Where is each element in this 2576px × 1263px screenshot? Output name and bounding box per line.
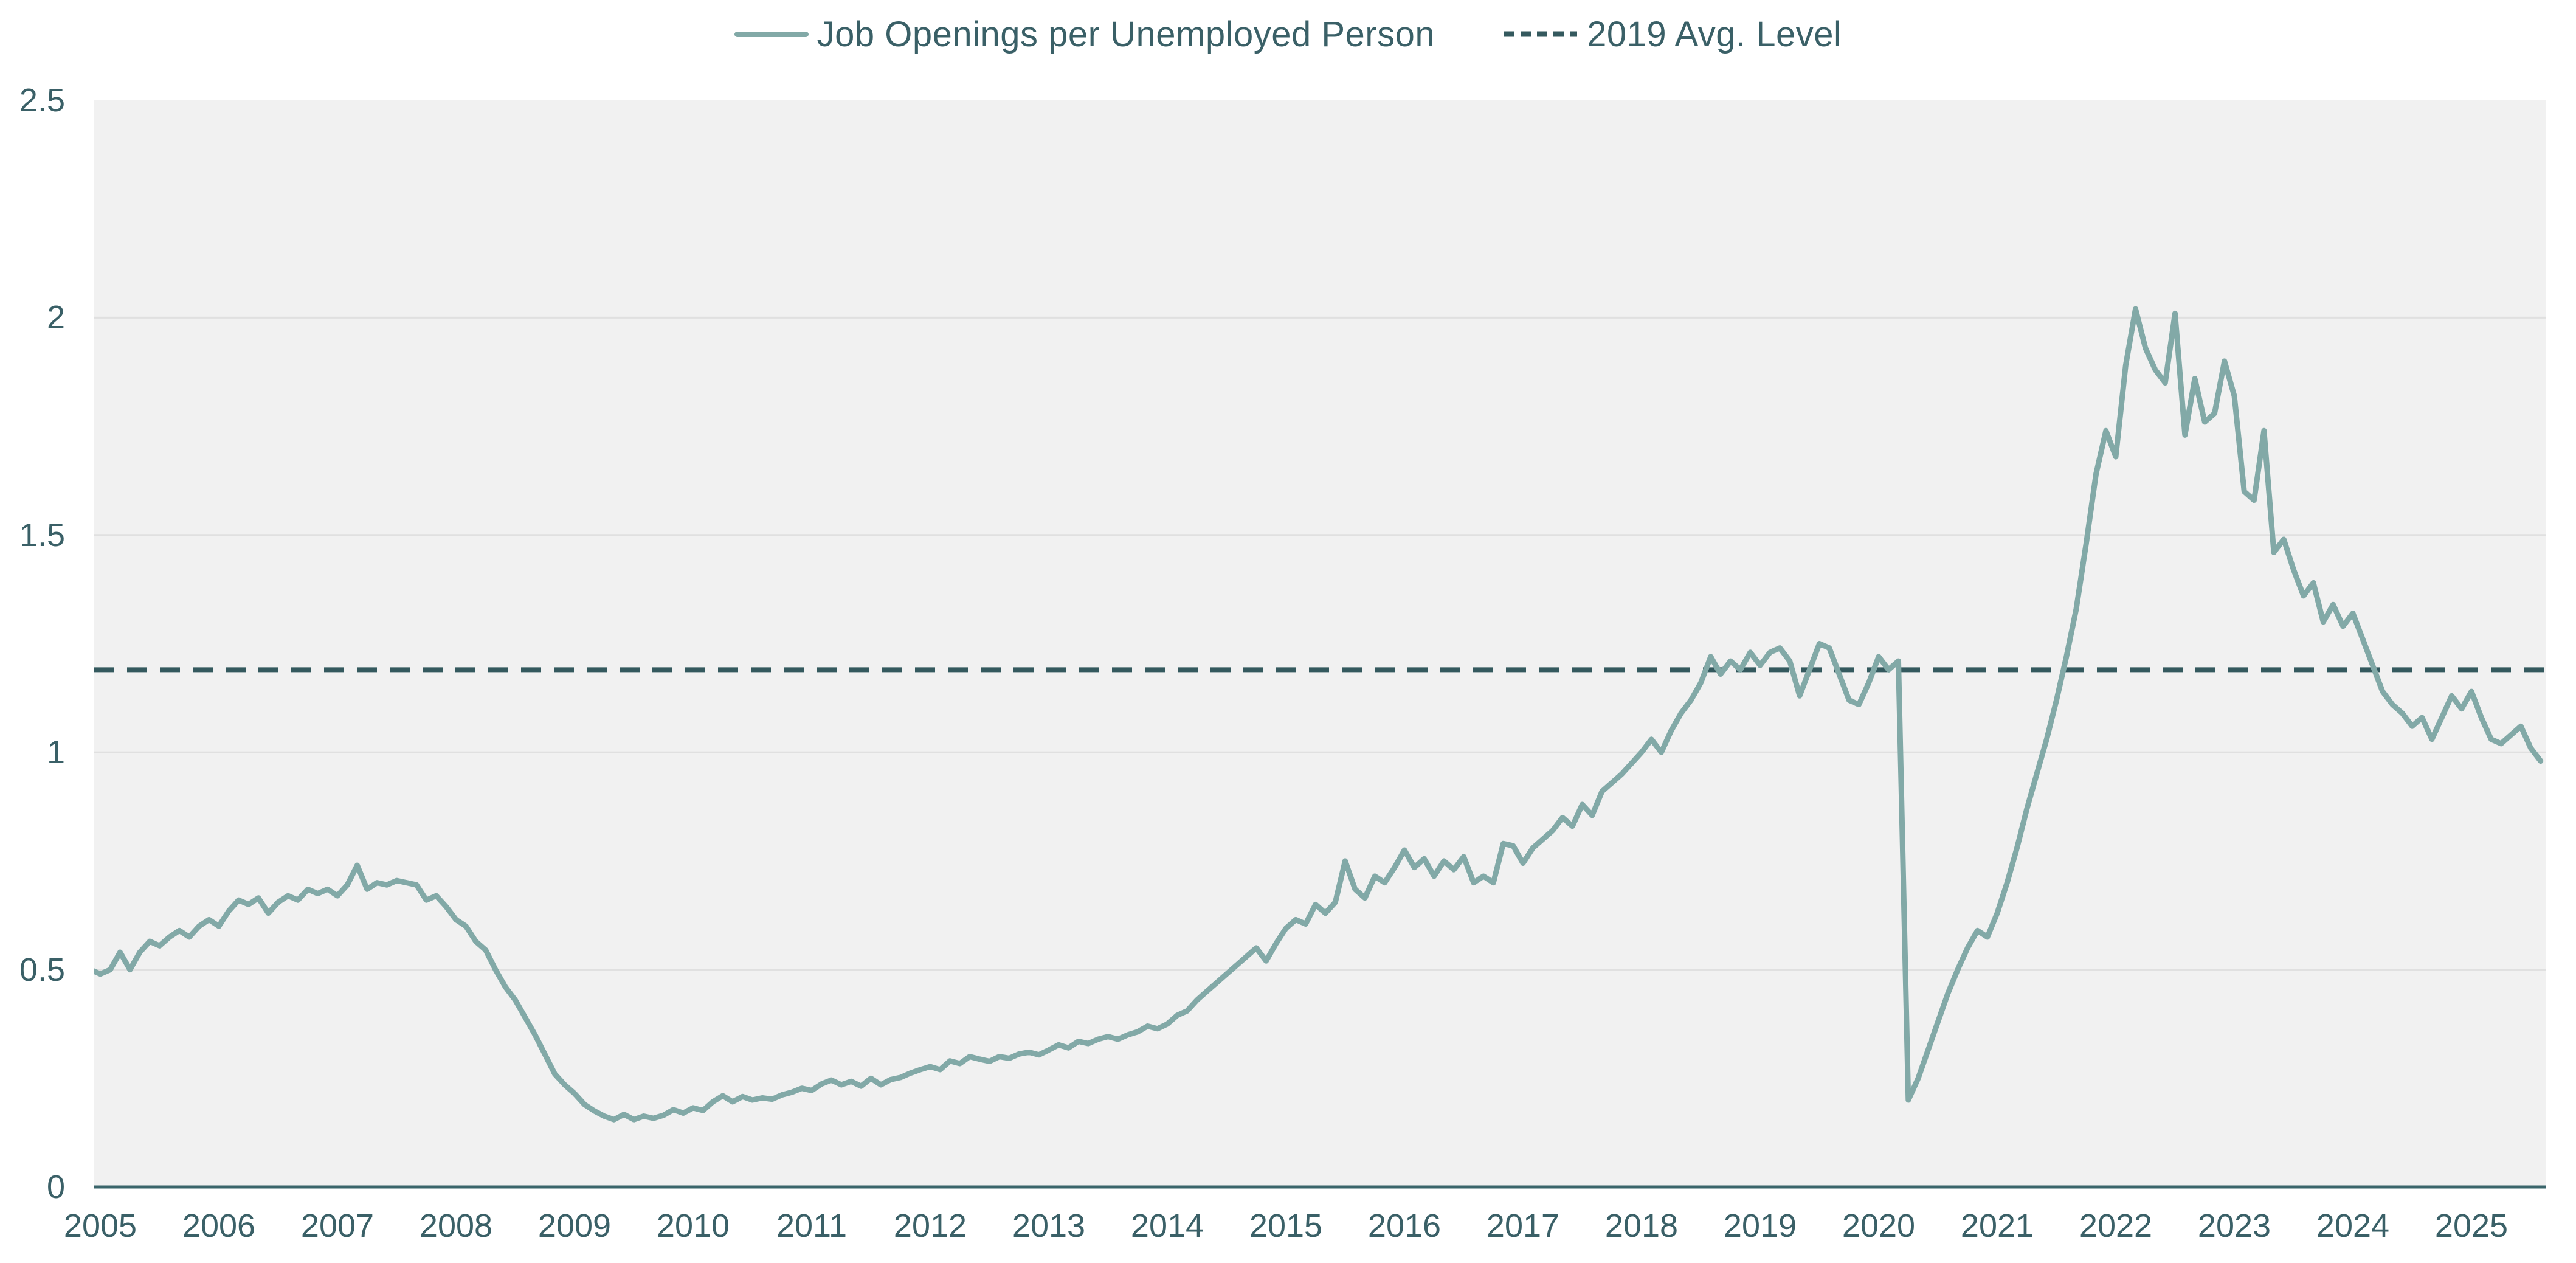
- x-axis-tick-label: 2007: [300, 1208, 375, 1244]
- x-axis-tick-label: 2013: [1012, 1208, 1086, 1244]
- series-line-swatch-icon: [734, 31, 809, 37]
- y-axis-tick-label: 1: [46, 734, 65, 770]
- y-axis-tick-label: 1.5: [19, 517, 65, 553]
- reference-dash-swatch-icon: [1504, 31, 1578, 37]
- plot-background: [94, 100, 2546, 1187]
- x-axis-tick-label: 2005: [63, 1208, 137, 1244]
- legend-item-series[interactable]: Job Openings per Unemployed Person: [734, 14, 1435, 55]
- x-axis-tick-label: 2009: [537, 1208, 612, 1244]
- x-axis-tick-label: 2012: [893, 1208, 967, 1244]
- x-axis-tick-label: 2014: [1130, 1208, 1204, 1244]
- x-axis-tick-label: 2024: [2316, 1208, 2390, 1244]
- x-axis-tick-label: 2010: [656, 1208, 730, 1244]
- x-axis-tick-label: 2016: [1367, 1208, 1442, 1244]
- legend-series-label: Job Openings per Unemployed Person: [817, 14, 1435, 54]
- x-axis-tick-label: 2023: [2197, 1208, 2271, 1244]
- x-axis-tick-label: 2015: [1249, 1208, 1323, 1244]
- y-axis-tick-label: 0.5: [19, 952, 65, 988]
- x-axis-tick-label: 2006: [182, 1208, 256, 1244]
- x-axis-tick-label: 2020: [1842, 1208, 1916, 1244]
- x-axis-tick-label: 2017: [1486, 1208, 1560, 1244]
- x-axis-tick-label: 2022: [2079, 1208, 2153, 1244]
- x-axis-tick-label: 2008: [419, 1208, 493, 1244]
- x-axis-tick-label: 2019: [1723, 1208, 1797, 1244]
- x-axis-tick-label: 2025: [2434, 1208, 2509, 1244]
- job-openings-line: [94, 306, 2544, 1123]
- y-axis-tick-label: 2.5: [19, 82, 65, 119]
- chart-legend: Job Openings per Unemployed Person 2019 …: [0, 6, 2576, 62]
- x-axis-tick-label: 2011: [776, 1208, 848, 1244]
- x-axis-tick-label: 2018: [1604, 1208, 1679, 1244]
- y-axis-tick-label: 0: [46, 1169, 65, 1205]
- x-axis-tick-label: 2021: [1960, 1208, 2034, 1244]
- legend-item-reference[interactable]: 2019 Avg. Level: [1503, 14, 1842, 55]
- legend-reference-label: 2019 Avg. Level: [1587, 14, 1842, 54]
- y-axis-tick-label: 2: [46, 299, 65, 336]
